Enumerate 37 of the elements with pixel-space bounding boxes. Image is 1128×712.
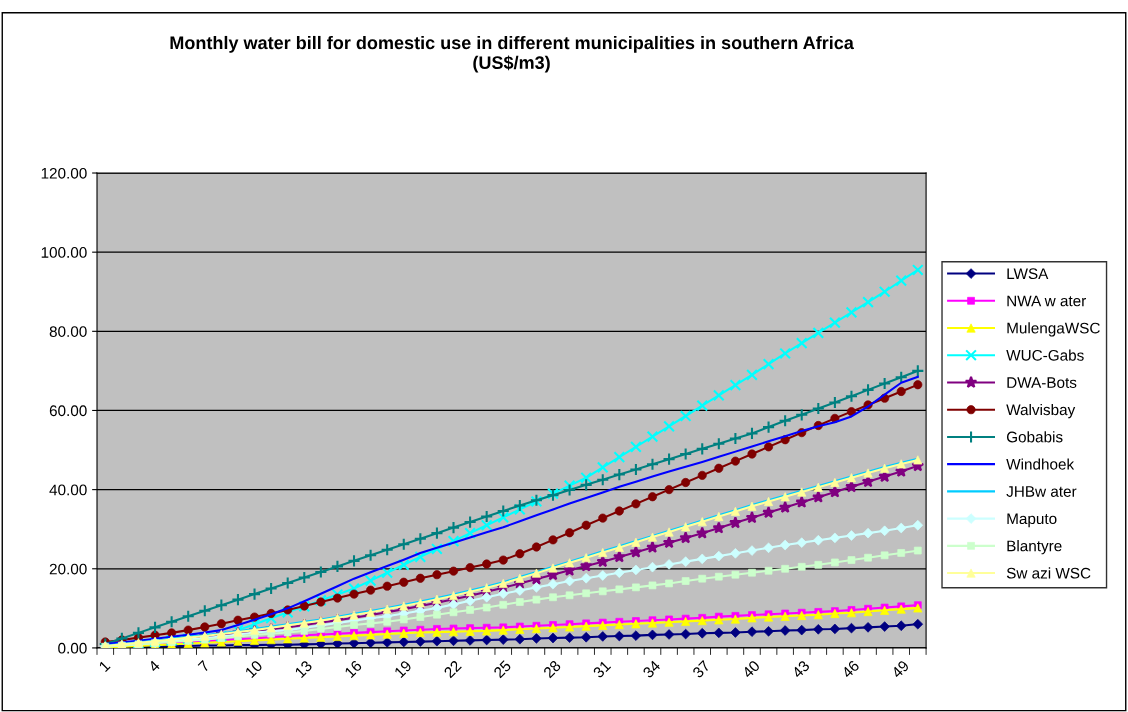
legend-label: LWSA xyxy=(1007,268,1049,280)
y-tick-label: 20.00 xyxy=(49,563,87,575)
y-tick-label: 0.00 xyxy=(58,642,87,654)
legend-label: Walvisbay xyxy=(1006,403,1076,419)
legend-label: NWA w ater xyxy=(1007,295,1087,307)
legend-label: DWA-Bots xyxy=(1007,377,1077,388)
y-tick-label: 80.00 xyxy=(49,326,87,337)
legend-label: WUC-Gabs xyxy=(1006,349,1084,361)
x-tick-label: 4 xyxy=(147,659,161,673)
legend-label: Gobabis xyxy=(1006,431,1063,443)
x-tick-label: 13 xyxy=(294,659,313,679)
x-tick-label: 10 xyxy=(244,659,264,679)
y-tick-label: 120.00 xyxy=(41,167,87,179)
x-tick-label: 40 xyxy=(741,659,761,679)
legend-label: Blantyre xyxy=(1007,540,1062,555)
y-tick-label: 60.00 xyxy=(49,405,87,417)
x-tick-label: 37 xyxy=(691,659,711,679)
x-tick-label: 25 xyxy=(493,659,512,679)
x-tick-label: 1 xyxy=(98,659,111,673)
x-tick-label: 31 xyxy=(592,659,612,679)
legend-label: JHBw ater xyxy=(1006,486,1077,497)
legend-label: Sw azi WSC xyxy=(1006,567,1091,579)
legend-label: Maputo xyxy=(1007,513,1057,528)
legend-label: MulengaWSC xyxy=(1007,322,1100,337)
legend-label: Windhoek xyxy=(1006,458,1075,470)
x-tick-label: 28 xyxy=(542,659,562,679)
x-tick-label: 7 xyxy=(197,659,211,673)
x-tick-label: 49 xyxy=(890,659,910,679)
x-tick-label: 34 xyxy=(642,659,662,679)
chart-title: Monthly water bill for domestic use in different municipalities in southern Africa (US$/m3) xyxy=(170,35,854,73)
x-tick-label: 22 xyxy=(443,659,462,679)
x-tick-label: 43 xyxy=(791,659,811,679)
y-tick-label: 40.00 xyxy=(49,484,87,496)
x-tick-label: 16 xyxy=(344,659,363,679)
x-tick-label: 19 xyxy=(393,659,413,679)
y-tick-label: 100.00 xyxy=(41,247,87,258)
x-tick-label: 46 xyxy=(840,659,860,679)
